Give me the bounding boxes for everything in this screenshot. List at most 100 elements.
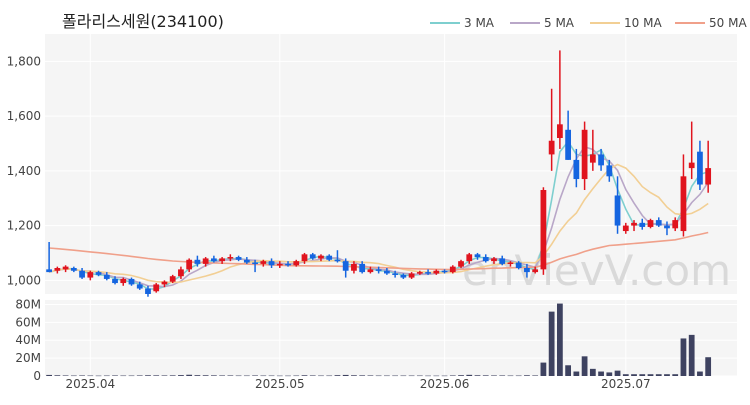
- candle-body: [285, 263, 291, 266]
- volume-bar: [655, 374, 662, 376]
- volume-bar: [425, 375, 431, 377]
- x-axis: 2025.04 2025.05 2025.06 2025.07: [65, 377, 650, 391]
- volume-bar: [260, 375, 267, 377]
- legend-label: 10 MA: [624, 16, 662, 30]
- candle-body: [598, 154, 604, 166]
- volume-bar: [416, 375, 423, 377]
- candle-body: [639, 222, 646, 227]
- volume-bar: [178, 375, 184, 376]
- volume-bar: [548, 311, 555, 376]
- volume-bar: [449, 375, 456, 376]
- candle-body: [70, 268, 77, 271]
- candle-body: [210, 258, 217, 262]
- volume-bar: [581, 356, 588, 376]
- volume-bar: [153, 375, 160, 376]
- volume-bar: [499, 375, 506, 376]
- candle-body: [705, 168, 712, 185]
- candle-body: [293, 261, 300, 266]
- candle-body: [589, 154, 596, 163]
- candles: [46, 50, 712, 297]
- volume-bar: [285, 375, 291, 377]
- volume-bar: [631, 374, 637, 376]
- volume-bar: [276, 375, 283, 377]
- volume-bar: [532, 375, 539, 376]
- volume-bar: [589, 368, 596, 376]
- candle-body: [672, 220, 679, 229]
- volume-bar: [227, 375, 234, 376]
- candle-body: [79, 270, 85, 278]
- volume-bar: [128, 375, 135, 377]
- candle-body: [491, 258, 497, 262]
- candle-body: [301, 254, 308, 262]
- legend-label: 50 MA: [709, 16, 747, 30]
- legend: 3 MA 5 MA 10 MA 50 MA: [430, 16, 747, 30]
- volume-bar: [598, 371, 604, 376]
- volume-bar: [474, 375, 481, 376]
- candle-body: [540, 190, 547, 270]
- candle-body: [375, 269, 382, 271]
- volume-bar: [326, 375, 333, 377]
- volume-bar: [351, 375, 357, 376]
- candle-body: [425, 272, 431, 274]
- volume-bar: [301, 375, 308, 376]
- volume-bar: [383, 375, 390, 377]
- candle-body: [565, 129, 572, 160]
- candle-body: [664, 225, 670, 229]
- candle-body: [474, 254, 481, 258]
- volume-bar: [87, 375, 94, 377]
- x-tick-label: 2025.05: [255, 377, 305, 391]
- volume-bar: [573, 371, 580, 376]
- candle-body: [136, 284, 143, 289]
- candle-body: [581, 129, 588, 180]
- volume-tick-label: 80M: [15, 297, 41, 311]
- price-y-axis: 1,000 1,200 1,400 1,600 1,800: [7, 54, 41, 287]
- volume-bar: [367, 375, 374, 376]
- candle-body: [161, 281, 168, 285]
- volume-bar: [697, 371, 703, 376]
- candle-body: [614, 195, 621, 226]
- candle-body: [449, 266, 456, 273]
- volume-bar: [672, 374, 679, 376]
- candle-body: [342, 261, 349, 271]
- candle-body: [103, 274, 110, 279]
- candle-body: [186, 259, 193, 270]
- volume-bar: [408, 375, 415, 377]
- volume-bar: [194, 375, 201, 376]
- candle-body: [532, 269, 539, 273]
- volume-bar: [647, 374, 654, 376]
- candle-body: [647, 220, 654, 227]
- candle-body: [145, 288, 151, 294]
- legend-label: 3 MA: [464, 16, 495, 30]
- volume-bar: [293, 375, 300, 377]
- volume-bar: [70, 375, 77, 377]
- volume-bar: [136, 375, 143, 376]
- volume-bar: [458, 375, 464, 376]
- volume-y-axis: 0 20M 40M 60M 80M: [15, 297, 41, 383]
- volume-bar: [186, 374, 193, 376]
- x-tick-label: 2025.06: [420, 377, 470, 391]
- candle-body: [260, 261, 267, 264]
- price-panel: [45, 34, 737, 294]
- candle-body: [573, 159, 580, 180]
- volume-bar: [103, 375, 110, 377]
- volume-bar: [622, 374, 629, 376]
- volume-bar: [540, 362, 547, 376]
- candle-body: [252, 262, 258, 265]
- volume-tick-label: 60M: [15, 315, 41, 329]
- volume-bar: [120, 375, 127, 377]
- candle-body: [482, 257, 489, 262]
- volume-bars: [46, 303, 712, 377]
- volume-bar: [309, 375, 316, 376]
- candle-body: [392, 273, 399, 275]
- candle-body: [326, 255, 333, 260]
- volume-bar: [219, 375, 226, 376]
- volume-tick-label: 0: [33, 369, 41, 383]
- volume-bar: [62, 375, 69, 376]
- candle-body: [276, 263, 283, 266]
- legend-label: 5 MA: [544, 16, 575, 30]
- volume-bar: [235, 375, 242, 377]
- ma-line-10ma: [48, 163, 709, 284]
- volume-bar: [342, 374, 349, 376]
- candle-body: [95, 272, 102, 275]
- y-tick-label: 1,200: [7, 219, 41, 233]
